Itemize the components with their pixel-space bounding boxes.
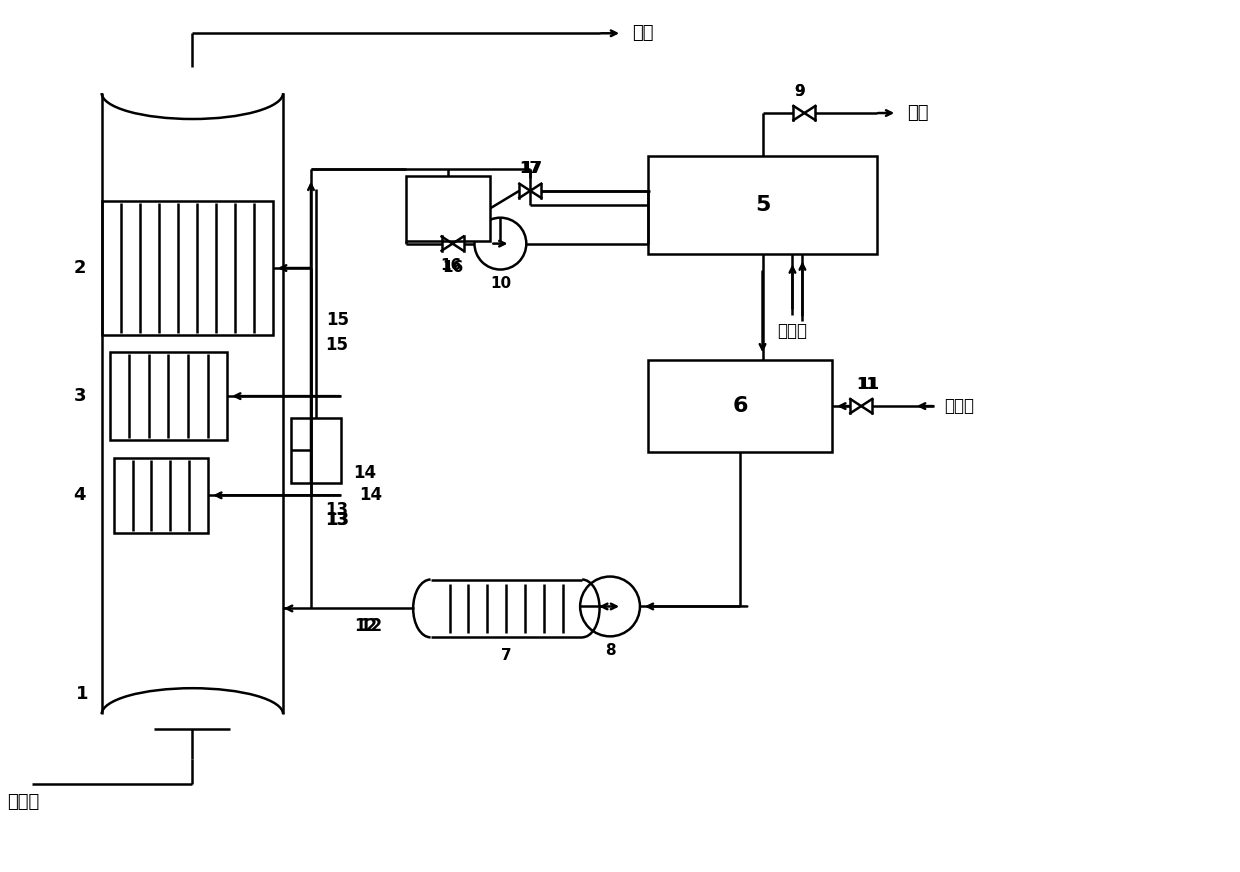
Text: 13: 13 (325, 511, 348, 528)
Text: 2: 2 (73, 259, 86, 277)
Text: 17: 17 (520, 161, 541, 176)
Text: 16: 16 (441, 260, 464, 275)
Text: 14: 14 (353, 464, 376, 482)
Text: 10: 10 (490, 276, 511, 291)
Text: 蜃汽: 蜃汽 (908, 104, 929, 122)
Text: 16: 16 (440, 258, 461, 273)
Bar (102, 201, 273, 336)
Bar (405, 176, 490, 241)
Text: 15: 15 (326, 311, 348, 330)
Text: 17: 17 (522, 161, 543, 176)
Text: 合成气: 合成气 (7, 793, 40, 811)
Text: 11: 11 (859, 377, 879, 392)
Text: 产气: 产气 (632, 24, 653, 42)
Bar (649, 156, 877, 254)
Text: 7: 7 (501, 648, 512, 663)
Text: 4: 4 (73, 487, 86, 504)
Bar (109, 352, 227, 440)
Text: 补充水: 补充水 (944, 397, 973, 415)
Text: 5: 5 (755, 194, 770, 215)
Text: 11: 11 (857, 377, 878, 392)
Text: 1: 1 (76, 685, 88, 703)
Bar (649, 360, 832, 452)
Text: 补充水: 补充水 (777, 323, 807, 340)
Text: 9: 9 (794, 84, 805, 99)
Text: 14: 14 (360, 486, 382, 504)
Text: 12: 12 (355, 617, 377, 636)
Text: 13: 13 (325, 501, 348, 519)
Bar (291, 418, 341, 483)
Text: 9: 9 (794, 84, 805, 99)
Text: 12: 12 (360, 617, 382, 636)
Text: 13: 13 (326, 511, 350, 528)
Text: 3: 3 (73, 387, 86, 405)
Text: 15: 15 (325, 337, 348, 354)
Text: 8: 8 (605, 643, 615, 657)
Text: 6: 6 (733, 396, 748, 416)
Bar (114, 458, 208, 533)
